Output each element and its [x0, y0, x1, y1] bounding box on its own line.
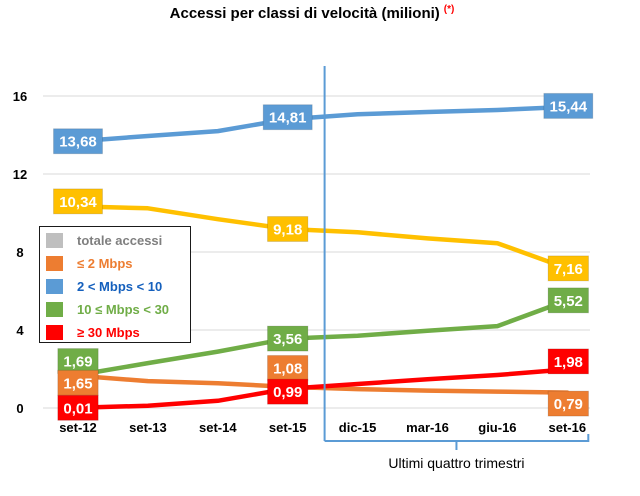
- series-line: [75, 367, 570, 411]
- data-label-box: [267, 215, 309, 242]
- legend-entry: ≤ 2 Mbps: [40, 252, 190, 275]
- legend-label: ≤ 2 Mbps: [77, 256, 133, 271]
- data-label-box: [547, 287, 589, 314]
- legend-swatch: [46, 233, 63, 248]
- x-tick-label: dic-15: [339, 420, 377, 435]
- data-label-box: [267, 378, 309, 405]
- annotation-label: Ultimi quattro trimestri: [388, 455, 524, 471]
- series-line: [75, 204, 570, 271]
- data-label: 7,16: [547, 255, 589, 282]
- data-label-box: [547, 390, 589, 417]
- y-tick-label: 4: [16, 323, 24, 338]
- legend-swatch: [46, 325, 63, 340]
- data-label-box: [57, 394, 99, 421]
- y-axis-ticks: 0 4 8 12 16: [13, 89, 27, 416]
- data-label-box: [547, 255, 589, 282]
- legend-swatch: [46, 256, 63, 271]
- legend-label: 10 ≤ Mbps < 30: [77, 302, 170, 317]
- data-label-text: 1,08: [273, 360, 302, 377]
- data-label: 5,52: [547, 287, 589, 314]
- data-label: 0,99: [267, 378, 309, 405]
- data-label-text: 15,44: [550, 98, 588, 115]
- data-label: 0,01: [57, 394, 99, 421]
- data-label: 14,81: [262, 104, 313, 131]
- data-label-text: 0,01: [63, 400, 92, 417]
- data-label: 3,56: [267, 325, 309, 352]
- data-label-box: [267, 354, 309, 381]
- data-label-text: 9,18: [273, 221, 302, 238]
- data-label-box: [262, 104, 313, 131]
- x-tick-label: set-12: [59, 420, 97, 435]
- legend-label: ≥ 30 Mbps: [77, 325, 140, 340]
- data-label: 13,68: [53, 128, 103, 155]
- chart-title: Accessi per classi di velocità (milioni)…: [0, 4, 624, 22]
- data-label: 0,79: [547, 390, 589, 417]
- y-tick-label: 8: [16, 245, 23, 260]
- legend-entry: 2 < Mbps < 10: [40, 275, 190, 298]
- data-label: 15,44: [543, 92, 594, 119]
- x-tick-label: set-14: [199, 420, 237, 435]
- legend-entry: totale accessi: [40, 229, 190, 252]
- x-axis-ticks: set-12 set-13 set-14 set-15 dic-15 mar-16 giu-…: [59, 420, 586, 435]
- data-label-text: 10,34: [59, 194, 97, 211]
- data-label: 10,34: [53, 188, 103, 215]
- legend-swatch: [46, 279, 63, 294]
- data-label-text: 0,79: [554, 396, 583, 413]
- legend: totale accessi ≤ 2 Mbps 2 < Mbps < 10 10 ≤ …: [39, 226, 191, 343]
- data-label-text: 3,56: [273, 331, 302, 348]
- series-line: [75, 104, 570, 144]
- data-label: 1,08: [267, 354, 309, 381]
- chart-title-text: Accessi per classi di velocità (milioni): [169, 5, 440, 22]
- x-tick-label: set-15: [269, 420, 307, 435]
- legend-label: 2 < Mbps < 10: [77, 279, 163, 294]
- y-tick-label: 12: [13, 167, 27, 182]
- data-label-text: 14,81: [269, 110, 307, 127]
- data-label-text: 5,52: [554, 293, 583, 310]
- data-label-box: [547, 348, 589, 375]
- data-label: 9,18: [267, 215, 309, 242]
- legend-entry: 10 ≤ Mbps < 30: [40, 298, 190, 321]
- data-label-text: 0,99: [273, 384, 302, 401]
- last-quarters-bracket: Ultimi quattro trimestri: [323, 66, 590, 471]
- y-tick-label: 0: [16, 401, 23, 416]
- series-lines: [75, 104, 570, 411]
- data-label-text: 7,16: [554, 261, 583, 278]
- legend-swatch: [46, 302, 63, 317]
- x-tick-label: mar-16: [406, 420, 449, 435]
- data-label-text: 13,68: [59, 134, 97, 151]
- legend-entry: ≥ 30 Mbps: [40, 321, 190, 344]
- data-label-text: 1,65: [63, 375, 92, 392]
- data-label: 1,98: [547, 348, 589, 375]
- x-tick-label: set-13: [129, 420, 167, 435]
- data-label: 1,69: [57, 348, 99, 375]
- data-label-box: [53, 128, 103, 155]
- y-tick-label: 16: [13, 89, 27, 104]
- data-labels: 13,68 14,81 15,44 10,34 9,18 7,16 1,69 3,56 5,52…: [53, 92, 594, 421]
- data-label-text: 1,98: [554, 354, 583, 371]
- data-label-box: [267, 325, 309, 352]
- bracket-line: [324, 434, 590, 442]
- data-label: 1,65: [57, 369, 99, 396]
- legend-label: totale accessi: [77, 233, 163, 248]
- data-label-text: 1,69: [63, 354, 92, 371]
- series-line: [75, 298, 570, 378]
- data-label-box: [543, 92, 594, 119]
- x-tick-label: giu-16: [478, 420, 516, 435]
- chart-title-note: (*): [443, 4, 455, 15]
- data-label-box: [53, 188, 103, 215]
- x-tick-label: set-16: [549, 420, 587, 435]
